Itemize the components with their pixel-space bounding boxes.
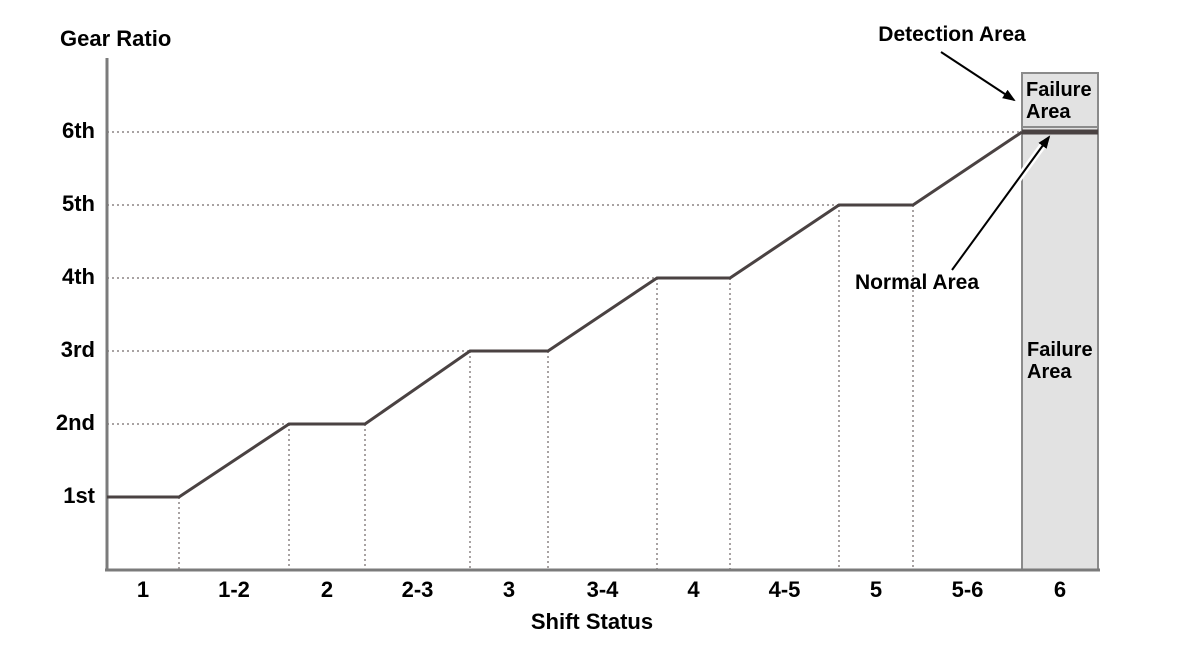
horizontal-dotted-gridlines: [107, 131, 1022, 425]
y-tick-label: 1st: [63, 483, 95, 508]
normal-area-strip: [1022, 129, 1098, 135]
y-tick-label: 5th: [62, 191, 95, 216]
y-tick-label: 2nd: [55, 410, 95, 435]
gear-ratio-line: [107, 130, 1023, 499]
y-axis-title: Gear Ratio: [60, 26, 172, 51]
x-tick-label: 3-4: [586, 577, 619, 602]
failure-top-box: [1021, 72, 1099, 128]
x-tick-label: 1-2: [218, 577, 250, 602]
detection-area-label: Detection Area: [878, 23, 1026, 46]
x-tick-label: 3: [502, 577, 516, 602]
x-tick-label: 4: [687, 577, 700, 602]
x-tick-label: 1: [136, 577, 150, 602]
x-tick-label: 4-5: [768, 577, 801, 602]
y-tick-label: 6th: [62, 118, 95, 143]
failure-area-mid-label: Failure Area: [1027, 339, 1093, 383]
x-tick-label: 2: [320, 577, 334, 602]
y-tick-label: 3rd: [60, 337, 95, 362]
x-tick-label: 2-3: [401, 577, 434, 602]
vertical-dotted-gridlines: [178, 205, 914, 570]
failure-area-top-label: Failure Area: [1026, 79, 1092, 123]
normal-area-label: Normal Area: [854, 271, 980, 294]
y-tick-label: 4th: [62, 264, 95, 289]
x-axis-title: Shift Status: [530, 609, 654, 634]
failure-band: [1021, 72, 1099, 571]
normal-area-arrow: [951, 135, 1051, 271]
x-tick-label: 5-6: [951, 577, 984, 602]
x-tick-label: 5: [869, 577, 883, 602]
x-tick-label: 6: [1053, 577, 1067, 602]
detection-area-arrow: [940, 51, 1016, 102]
